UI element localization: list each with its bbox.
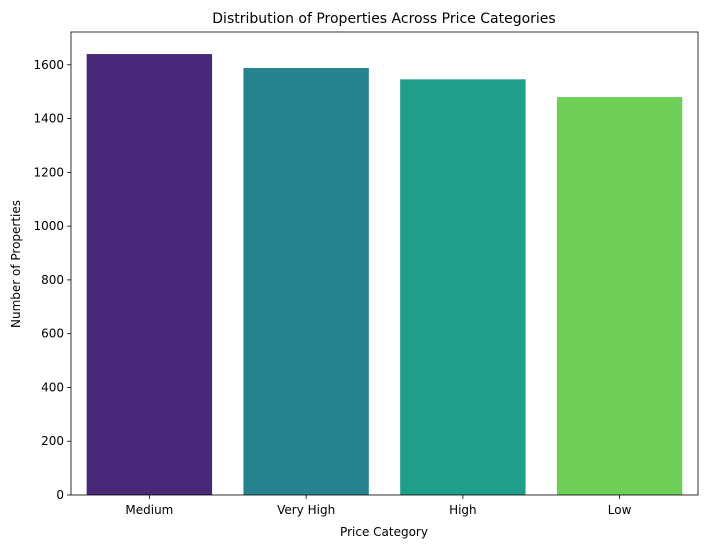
x-tick-label-very-high: Very High xyxy=(277,503,335,517)
y-tick-label-800: 800 xyxy=(41,273,64,287)
bar-very-high xyxy=(243,68,369,495)
plot-area xyxy=(70,31,699,496)
x-tick-label-low: Low xyxy=(608,503,632,517)
x-tick-label-medium: Medium xyxy=(125,503,173,517)
y-tick-label-0: 0 xyxy=(56,488,64,502)
bar-medium xyxy=(86,54,213,496)
y-axis: 0 200 400 600 800 1000 1200 1400 1600 xyxy=(33,58,71,502)
x-tick-label-high: High xyxy=(449,503,477,517)
plot-frame xyxy=(70,31,699,496)
y-tick-label-1000: 1000 xyxy=(33,219,64,233)
y-tick-label-1600: 1600 xyxy=(33,58,64,72)
y-axis-label: Number of Properties xyxy=(9,200,23,328)
y-tick-label-600: 600 xyxy=(41,327,64,341)
x-axis-label: Price Category xyxy=(340,525,428,539)
bar-high xyxy=(400,79,526,495)
x-axis: Medium Very High High Low xyxy=(125,495,632,517)
y-tick-label-400: 400 xyxy=(41,380,64,394)
y-tick-label-1200: 1200 xyxy=(33,165,64,179)
bars-group xyxy=(86,54,683,496)
y-tick-label-1400: 1400 xyxy=(33,112,64,126)
chart-title: Distribution of Properties Across Price … xyxy=(212,11,555,27)
bar-low xyxy=(556,97,683,496)
y-tick-label-200: 200 xyxy=(41,434,64,448)
